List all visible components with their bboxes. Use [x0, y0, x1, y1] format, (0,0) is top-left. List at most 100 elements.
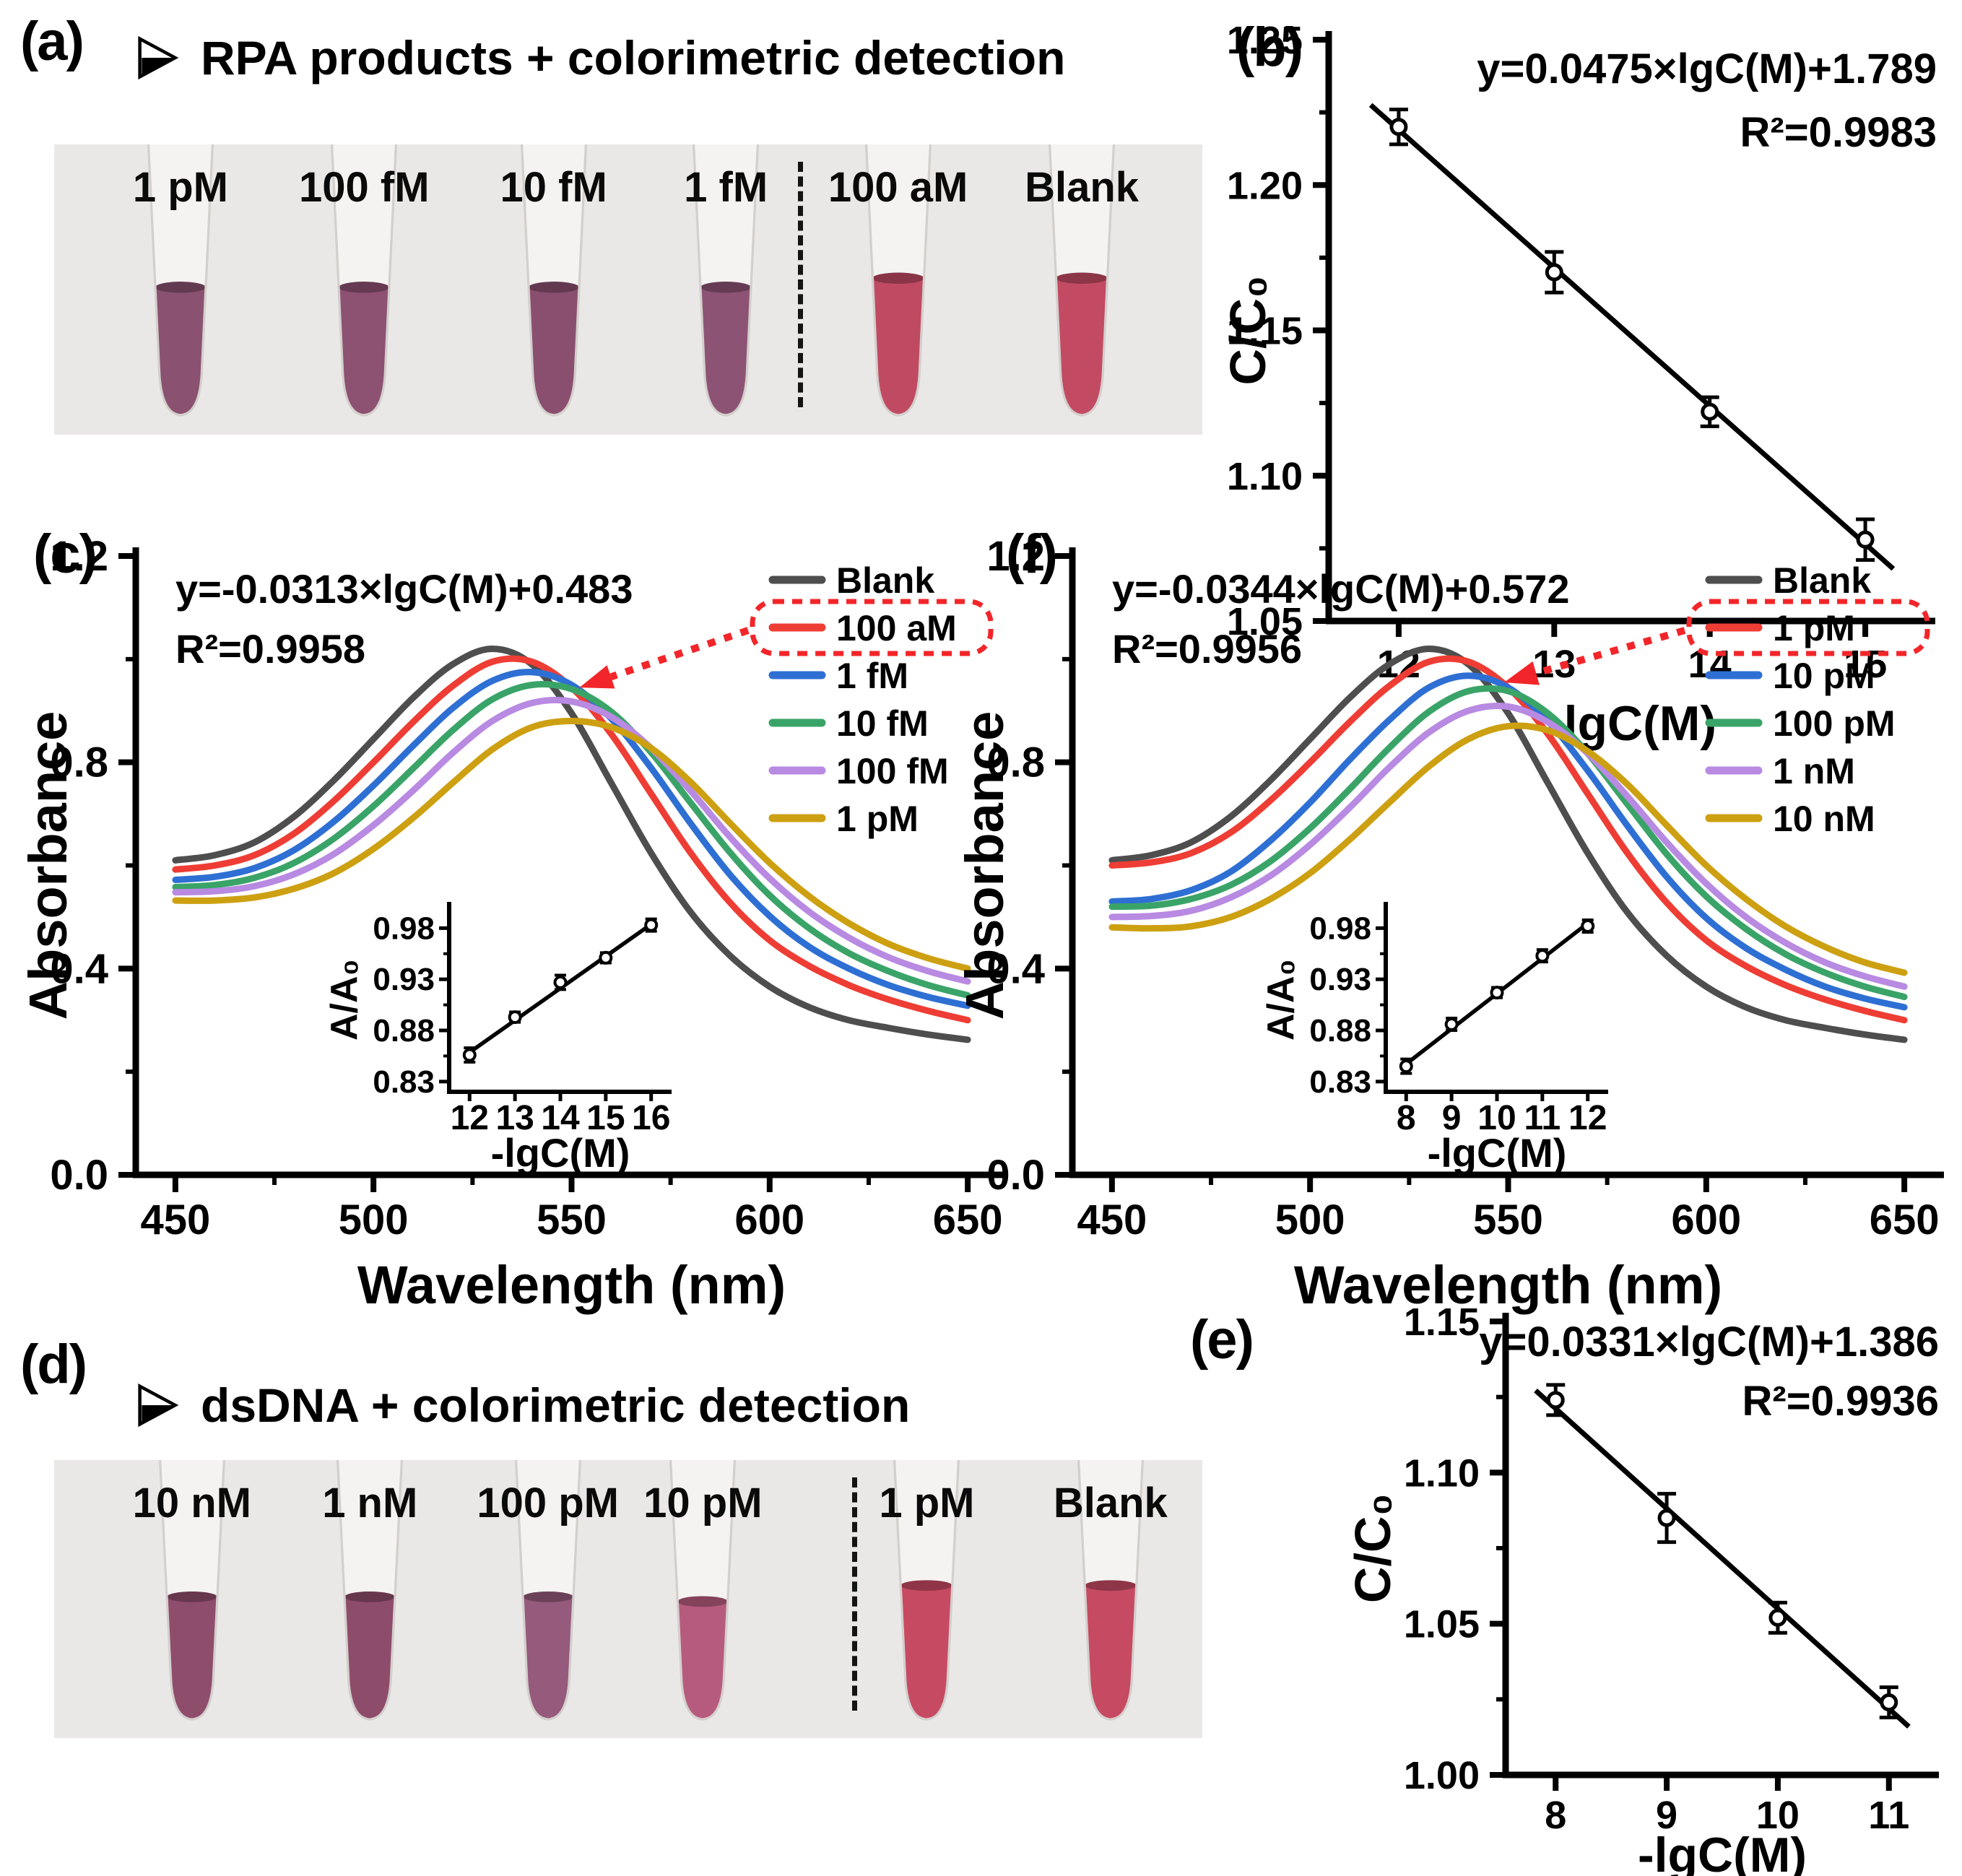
tube-label: Blank [1025, 164, 1140, 211]
legend-label: 1 pM [1773, 608, 1855, 648]
spectra-series-10-nm [1108, 722, 1908, 976]
axis-title-x: Wavelength (nm) [357, 1255, 786, 1315]
x-tick-label: 650 [1870, 1197, 1940, 1243]
data-point [1581, 919, 1595, 933]
inset-x-tick-label: 12 [1568, 1099, 1607, 1137]
y-tick-label: 0.4 [50, 945, 108, 992]
inset-x-tick-label: 14 [541, 1099, 580, 1137]
r-squared-text: R²=0.9956 [1112, 626, 1302, 672]
tube-meniscus [1056, 272, 1108, 284]
tube-liquid [900, 1585, 953, 1719]
inset-axis-title-x: -lgC(M) [1428, 1130, 1567, 1176]
tube-outline [158, 1460, 225, 1721]
x-tick-label: 500 [339, 1197, 409, 1243]
tube-label: 10 pM [643, 1480, 763, 1527]
tube-liquid [166, 1597, 217, 1719]
data-point [1389, 118, 1408, 136]
inset-axis-title-y: A/A₀ [324, 959, 365, 1041]
inset-y-tick-label: 0.93 [1309, 962, 1371, 997]
x-tick-label: 450 [140, 1197, 210, 1243]
inset-x-tick-label: 13 [495, 1099, 534, 1137]
tube-liquid [677, 1601, 729, 1719]
axis-title-y: Absorbance [955, 711, 1015, 1020]
legend-item-10-pm: 10 pM [1705, 656, 1875, 696]
y-tick-label: 1.10 [1227, 455, 1303, 498]
y-tick-label: 0.8 [50, 739, 108, 786]
tube-outline [331, 144, 398, 417]
data-point [462, 1048, 477, 1062]
equation-text: y=0.0331×lgC(M)+1.386 [1479, 1319, 1939, 1365]
spectra-series-blank [1108, 645, 1908, 1043]
fit-line [1534, 1389, 1911, 1729]
spectra-series-100-pm [1108, 685, 1908, 1001]
legend-item-10-nm: 10 nM [1705, 799, 1875, 839]
x-tick-label: 13 [1532, 643, 1576, 686]
chart-e-calibration: 1.00 1.05 1.10 1.15 8 9 10 11 -lgC(M) C/C₀ y=0.033… [1345, 1300, 1939, 1876]
x-tick-label: 9 [1656, 1794, 1677, 1837]
tube-outline [1077, 1460, 1144, 1721]
legend-label: 10 nM [1773, 799, 1875, 839]
tube-liquid [522, 1597, 573, 1719]
legend-label: 1 fM [836, 656, 908, 696]
inset-axis-title-x: -lgC(M) [491, 1130, 630, 1176]
tube-meniscus [677, 1596, 729, 1607]
x-tick-label: 550 [1473, 1197, 1543, 1243]
tube-10-fm: 10 fM [500, 144, 607, 435]
tube-outline [669, 1460, 737, 1721]
legend-label: 100 aM [836, 608, 957, 648]
inset-y-tick-label: 0.88 [1309, 1013, 1371, 1048]
inset-y-tick-label: 0.98 [373, 911, 435, 946]
x-tick-label: 10 [1756, 1794, 1800, 1837]
data-point [1546, 1391, 1565, 1410]
tube-icon [1049, 144, 1116, 417]
tube-blank: Blank [1054, 1460, 1168, 1738]
tube-100-am: 100 aM [828, 144, 968, 435]
inset-x-tick-label: 9 [1442, 1099, 1462, 1137]
y-tick-label: 1.15 [1404, 1300, 1480, 1344]
legend-item-100-fm: 100 fM [768, 751, 949, 791]
axis-title-y: Absorbance [18, 711, 78, 1020]
tube-liquid [344, 1597, 396, 1719]
y-tick-label: 0.4 [986, 945, 1045, 992]
tube-liquid [339, 287, 390, 414]
tube-icon [514, 1460, 581, 1721]
x-tick-label: 8 [1545, 1794, 1566, 1837]
axis-title-x: -lgC(M) [1638, 1828, 1807, 1876]
tube-liquid [1085, 1585, 1137, 1719]
tube-label: 100 aM [828, 164, 968, 211]
legend-item-100-am: 100 aM [768, 608, 957, 648]
y-tick-label: 1.2 [50, 533, 108, 580]
tube-outline [514, 1460, 581, 1721]
tube-meniscus [155, 282, 206, 293]
panel-d-title-text: dsDNA + colorimetric detection [201, 1378, 911, 1432]
legend-item-10-fm: 10 fM [768, 703, 929, 744]
legend-item-1-pm: 1 pM [1705, 608, 1855, 648]
panel-e-label: (e) [1190, 1309, 1254, 1371]
tube-label: 1 fM [684, 164, 768, 211]
data-point [1657, 1508, 1676, 1527]
tube-icon [693, 144, 760, 417]
spectra-series-10-fm [172, 681, 971, 999]
panel-a-label: (a) [20, 11, 84, 72]
inset-axis-title-y: A/A₀ [1260, 959, 1302, 1041]
inset-y-tick-label: 0.83 [1309, 1064, 1371, 1100]
legend-label: 10 fM [836, 703, 929, 744]
panel-b-label: (b) [1236, 17, 1303, 78]
tube-1-pm: 1 pM [133, 144, 228, 435]
data-point [1490, 986, 1504, 1000]
legend-label: 100 pM [1773, 703, 1896, 744]
tube-outline [693, 144, 760, 417]
legend-label: 1 pM [836, 799, 919, 839]
legend-item-100-pm: 100 pM [1705, 703, 1896, 744]
chart-f-spectra: 0.0 0.4 0.8 1.2 450 500 550 600 650 Wavelength (n… [955, 533, 1944, 1315]
inset-x-tick-label: 11 [1524, 1099, 1561, 1137]
tube-liquid [1056, 278, 1108, 414]
tube-label: 10 nM [132, 1480, 251, 1527]
x-tick-label: 600 [734, 1197, 804, 1243]
inset-x-tick-label: 8 [1397, 1099, 1416, 1137]
tube-label: 100 fM [299, 164, 430, 211]
tube-10-nm: 10 nM [133, 1460, 251, 1738]
data-point [508, 1010, 522, 1025]
x-tick-label: 450 [1077, 1197, 1147, 1243]
panel-f-label: (f) [1006, 524, 1058, 585]
